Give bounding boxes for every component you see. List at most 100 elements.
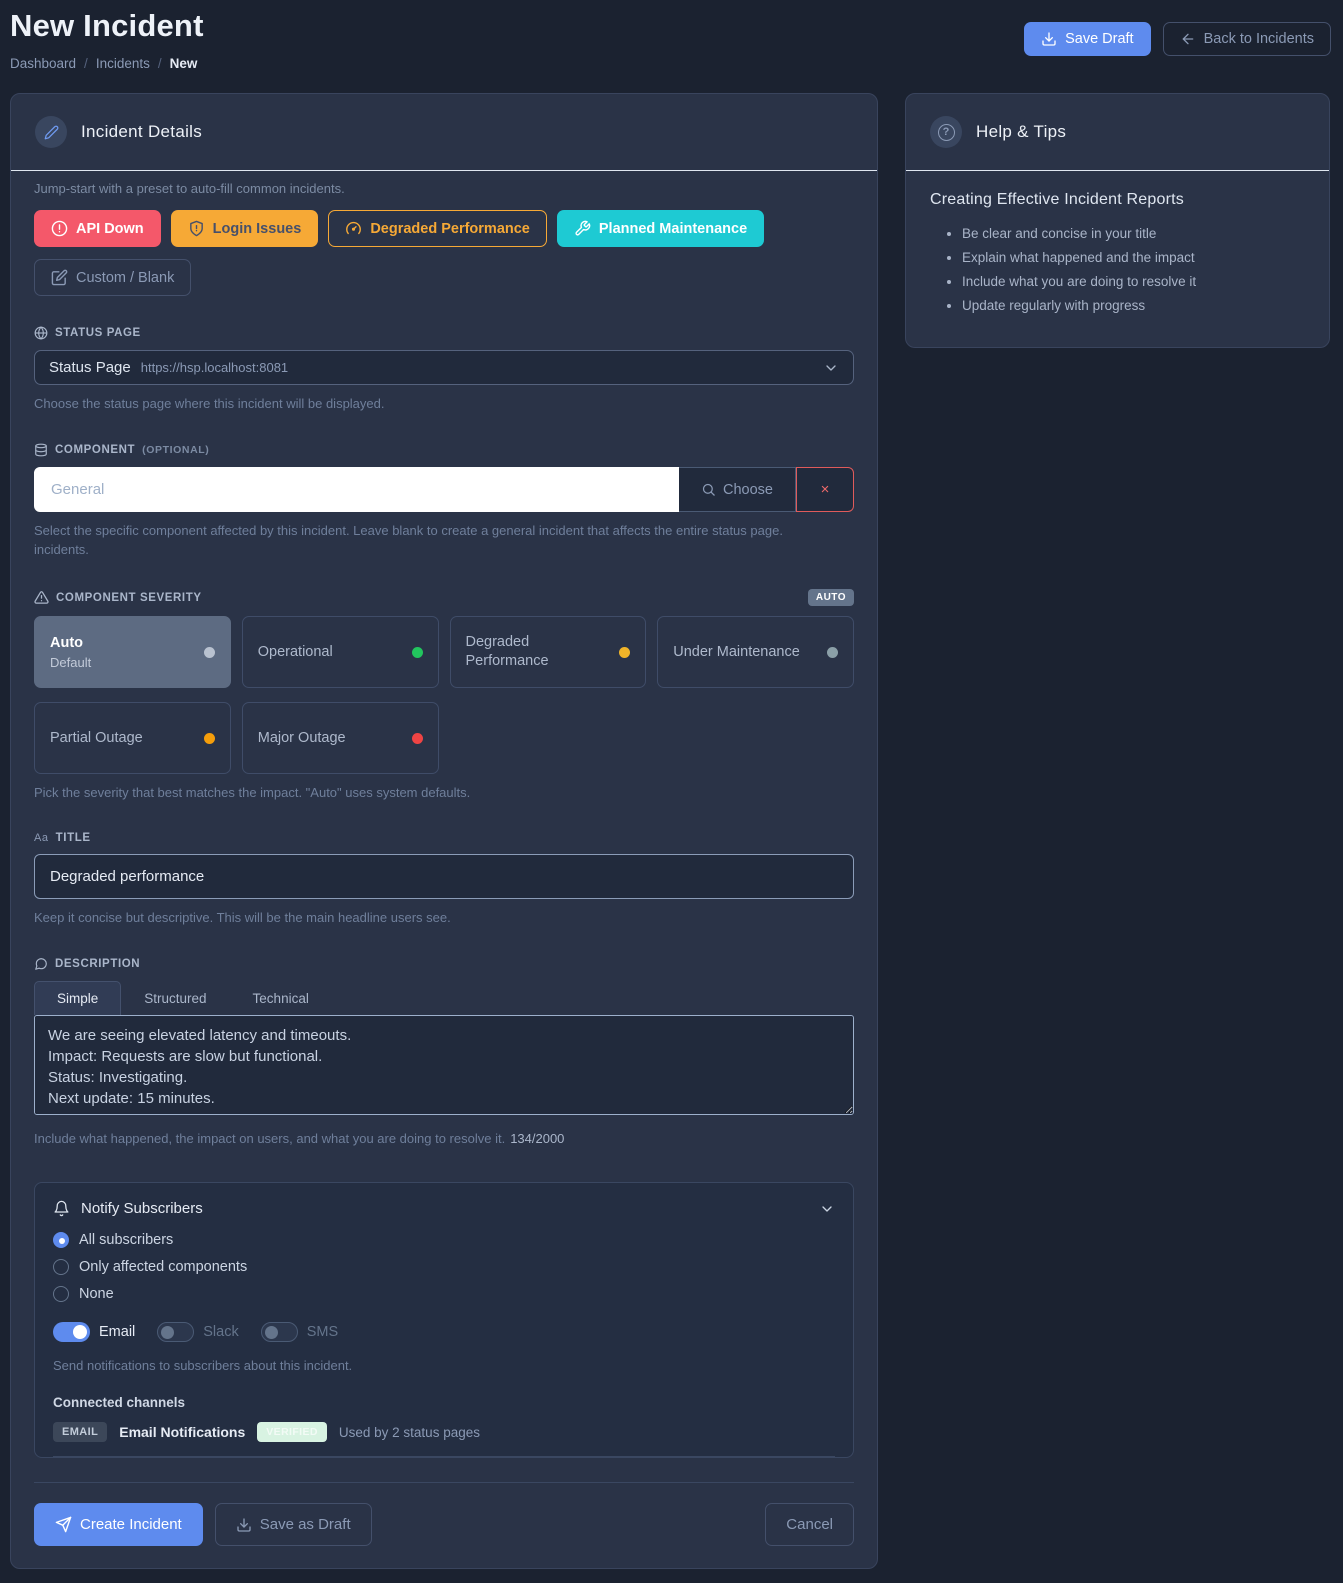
notify-subscribers-panel: Notify Subscribers All subscribers Only … xyxy=(34,1182,854,1458)
help-tips-title: Help & Tips xyxy=(976,122,1067,141)
chevron-down-icon xyxy=(819,1201,835,1217)
tip-item: Update regularly with progress xyxy=(962,297,1305,315)
save-as-draft-button[interactable]: Save as Draft xyxy=(214,1503,372,1546)
help-tips-card: ? Help & Tips Creating Effective Inciden… xyxy=(905,93,1330,348)
toggle-slack[interactable]: Slack xyxy=(157,1322,239,1342)
status-page-field: Status Page Status Page https://hsp.loca… xyxy=(34,326,854,413)
help-tips-header: ? Help & Tips xyxy=(906,94,1329,171)
text-aa-icon: Aa xyxy=(34,832,49,844)
save-as-draft-label: Save as Draft xyxy=(259,1516,351,1533)
severity-option-name: Auto xyxy=(50,635,84,651)
create-incident-button[interactable]: Create Incident xyxy=(34,1503,203,1546)
chevron-down-icon xyxy=(823,360,839,376)
status-dot xyxy=(411,732,423,744)
severity-option-name: Degraded Performance xyxy=(465,634,549,669)
tab-technical[interactable]: Technical xyxy=(252,991,309,1006)
component-label-text: Component xyxy=(55,444,136,456)
radio-label: None xyxy=(79,1286,114,1302)
radio-icon xyxy=(53,1232,69,1248)
preset-login-issues-button[interactable]: Login Issues xyxy=(170,210,319,247)
incident-details-header: Incident Details xyxy=(11,94,877,171)
question-mark: ? xyxy=(937,123,955,141)
preset-label: Login Issues xyxy=(212,220,302,237)
description-help: Include what happened, the impact on use… xyxy=(34,1129,854,1148)
radio-none[interactable]: None xyxy=(53,1286,835,1302)
component-clear-button[interactable]: × xyxy=(796,467,854,512)
back-to-incidents-button[interactable]: Back to Incidents xyxy=(1162,22,1331,56)
database-icon xyxy=(34,443,48,457)
preset-api-down-button[interactable]: API Down xyxy=(34,210,161,247)
status-dot xyxy=(203,732,215,744)
title-input[interactable] xyxy=(34,854,854,899)
breadcrumb-separator: / xyxy=(84,56,88,71)
notify-subscribers-header[interactable]: Notify Subscribers xyxy=(53,1200,835,1221)
status-dot xyxy=(411,646,423,658)
description-label-text: Description xyxy=(55,958,141,970)
toggle-email[interactable]: Email xyxy=(53,1322,135,1342)
severity-auto-badge: AUTO xyxy=(807,589,854,606)
preset-label: Degraded Performance xyxy=(370,220,530,237)
toggle-switch xyxy=(157,1322,195,1342)
title-help: Keep it concise but descriptive. This wi… xyxy=(34,910,451,925)
status-page-select[interactable]: Status Page https://hsp.localhost:8081 xyxy=(34,350,854,385)
footer-separator xyxy=(34,1482,854,1483)
severity-option-auto[interactable]: Auto Default xyxy=(34,616,231,688)
component-label: Component (optional) xyxy=(34,443,854,457)
severity-label-text: Component Severity xyxy=(56,591,202,604)
edit-square-icon xyxy=(51,269,68,286)
channel-usage: Used by 2 status pages xyxy=(338,1424,480,1440)
send-icon xyxy=(55,1516,72,1533)
severity-option-under-maintenance[interactable]: Under Maintenance xyxy=(657,616,854,688)
shield-icon xyxy=(188,220,205,237)
connected-channels-title: Connected channels xyxy=(53,1395,186,1410)
toggle-sms[interactable]: SMS xyxy=(260,1322,339,1342)
search-icon xyxy=(701,482,716,497)
status-dot xyxy=(619,646,631,658)
severity-label: Component Severity xyxy=(34,590,202,605)
toggle-label: SMS xyxy=(306,1324,339,1340)
preset-custom-blank-button[interactable]: Custom / Blank xyxy=(34,259,192,296)
breadcrumb-dashboard[interactable]: Dashboard xyxy=(10,56,77,71)
page-title: New Incident xyxy=(10,8,204,43)
preset-planned-maintenance-button[interactable]: Planned Maintenance xyxy=(556,210,765,247)
page-header-left: New Incident Dashboard / Incidents / New xyxy=(10,8,204,71)
pencil-icon xyxy=(35,116,67,148)
tab-structured[interactable]: Structured xyxy=(144,991,207,1006)
breadcrumb-incidents[interactable]: Incidents xyxy=(95,56,150,71)
severity-option-name: Operational xyxy=(257,643,333,660)
breadcrumb: Dashboard / Incidents / New xyxy=(10,56,204,71)
severity-option-partial-outage[interactable]: Partial Outage xyxy=(34,702,231,774)
preset-label: Planned Maintenance xyxy=(598,220,748,237)
breadcrumb-current: New xyxy=(169,56,198,71)
preset-degraded-performance-button[interactable]: Degraded Performance xyxy=(328,210,547,247)
download-icon xyxy=(1041,31,1057,47)
tools-icon xyxy=(574,220,591,237)
toggle-label: Slack xyxy=(203,1324,239,1340)
status-dot xyxy=(827,646,838,658)
description-textarea[interactable]: We are seeing elevated latency and timeo… xyxy=(34,1015,854,1115)
component-choose-button[interactable]: Choose xyxy=(679,467,796,512)
cancel-button[interactable]: Cancel xyxy=(765,1503,854,1546)
channel-type-badge: EMAIL xyxy=(53,1422,108,1442)
header-actions: Save Draft Back to Incidents xyxy=(1024,22,1331,56)
description-field: Description Simple Structured Technical … xyxy=(34,957,854,1148)
component-field: Component (optional) Choose × Selec xyxy=(34,443,854,559)
severity-option-major-outage[interactable]: Major Outage xyxy=(241,702,439,774)
status-page-selected-url: https://hsp.localhost:8081 xyxy=(140,360,289,375)
toggle-switch xyxy=(260,1322,298,1342)
save-draft-button[interactable]: Save Draft xyxy=(1024,22,1151,56)
severity-option-sub: Default xyxy=(50,655,92,670)
severity-option-operational[interactable]: Operational xyxy=(241,616,439,688)
radio-only-affected-components[interactable]: Only affected components xyxy=(53,1259,835,1275)
preset-buttons: API Down Login Issues Degraded Performan… xyxy=(34,210,854,296)
component-optional-text: (optional) xyxy=(142,444,210,456)
tab-simple[interactable]: Simple xyxy=(34,981,122,1015)
component-input[interactable] xyxy=(34,467,680,512)
arrow-left-icon xyxy=(1180,31,1196,47)
warning-triangle-icon xyxy=(34,590,49,605)
severity-option-degraded-performance[interactable]: Degraded Performance xyxy=(449,616,647,688)
incident-details-card: Incident Details Jump-start with a prese… xyxy=(10,93,878,1569)
radio-all-subscribers[interactable]: All subscribers xyxy=(53,1232,835,1248)
help-heading: Creating Effective Incident Reports xyxy=(930,191,1184,208)
status-dot xyxy=(203,646,215,658)
